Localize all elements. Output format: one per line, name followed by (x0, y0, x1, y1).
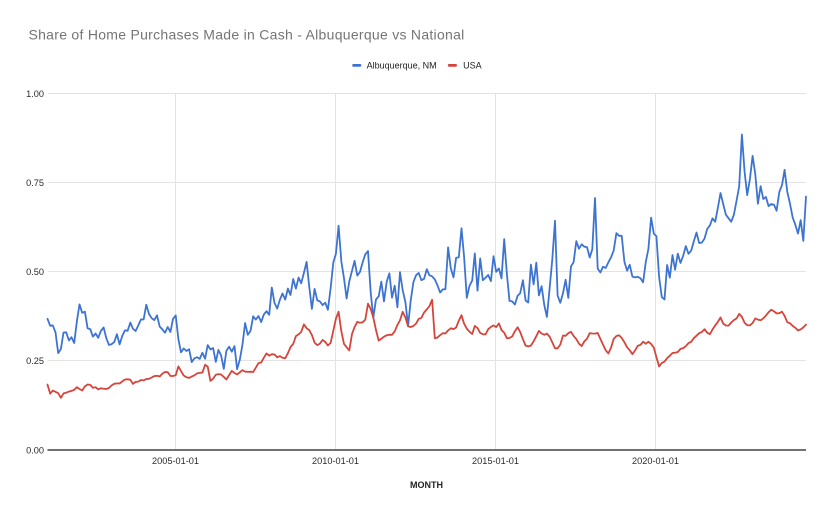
svg-text:MONTH: MONTH (410, 480, 443, 490)
svg-text:Share of Home Purchases Made i: Share of Home Purchases Made in Cash - A… (29, 27, 465, 43)
svg-text:0.75: 0.75 (26, 178, 44, 188)
svg-text:1.00: 1.00 (26, 89, 44, 99)
svg-text:0.00: 0.00 (26, 445, 44, 455)
svg-text:0.50: 0.50 (26, 267, 44, 277)
svg-text:0.25: 0.25 (26, 356, 44, 366)
svg-text:2020-01-01: 2020-01-01 (632, 456, 679, 466)
svg-text:2010-01-01: 2010-01-01 (312, 456, 359, 466)
svg-text:Albuquerque, NM: Albuquerque, NM (367, 61, 437, 71)
svg-text:2005-01-01: 2005-01-01 (152, 456, 199, 466)
svg-text:USA: USA (463, 61, 482, 71)
svg-text:2015-01-01: 2015-01-01 (472, 456, 519, 466)
